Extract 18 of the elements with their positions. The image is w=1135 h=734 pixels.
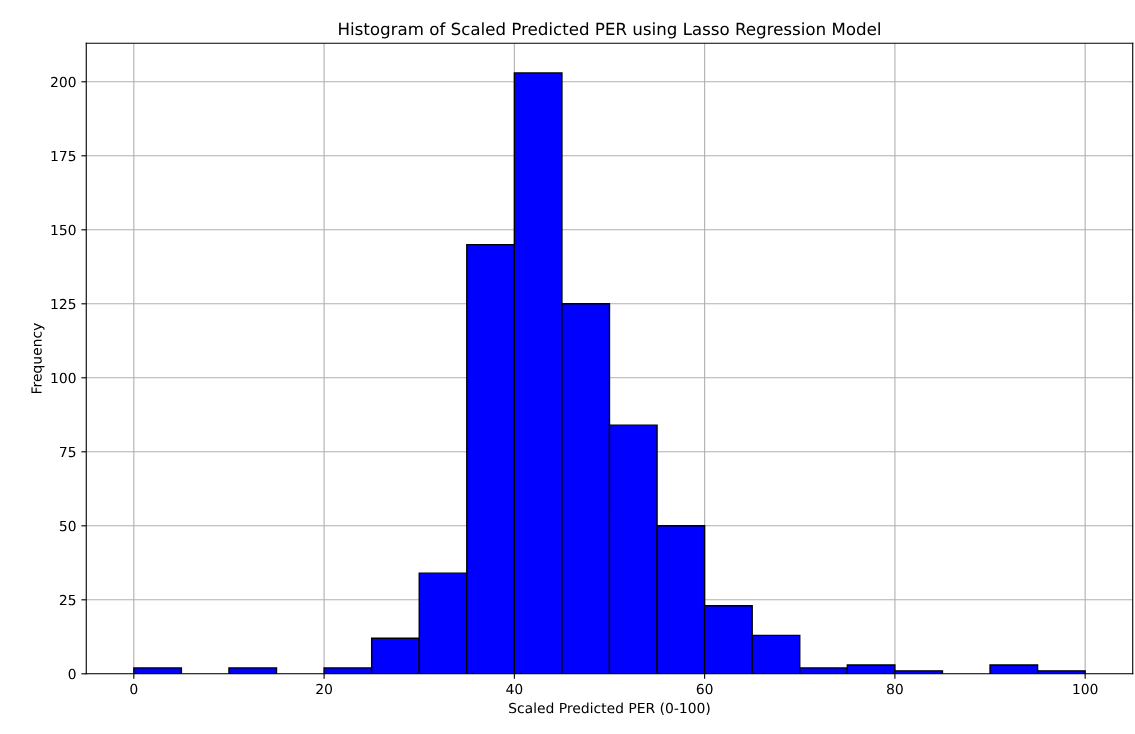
x-tick-label: 60: [696, 683, 713, 695]
y-tick-label: 25: [59, 594, 76, 606]
x-tick-label: 20: [316, 683, 333, 695]
x-tick-label: 0: [130, 683, 138, 695]
x-tick-label: 40: [506, 683, 523, 695]
y-tick-label: 175: [51, 150, 76, 162]
y-tick-label: 50: [59, 520, 76, 532]
y-axis-title: Frequency: [31, 323, 45, 394]
y-tick-label: 75: [60, 446, 76, 458]
y-tick-label: 0: [68, 668, 76, 680]
y-tick-label: 100: [51, 372, 76, 384]
y-tick-label: 125: [51, 298, 76, 310]
y-tick-label: 200: [51, 76, 76, 88]
x-axis-title: Scaled Predicted PER (0-100): [509, 702, 710, 715]
chart-title: Histogram of Scaled Predicted PER using Lasso Regression Model: [339, 22, 880, 39]
y-tick-label: 150: [51, 224, 76, 236]
x-tick-label: 80: [887, 683, 903, 695]
x-tick-label: 100: [1073, 683, 1098, 695]
